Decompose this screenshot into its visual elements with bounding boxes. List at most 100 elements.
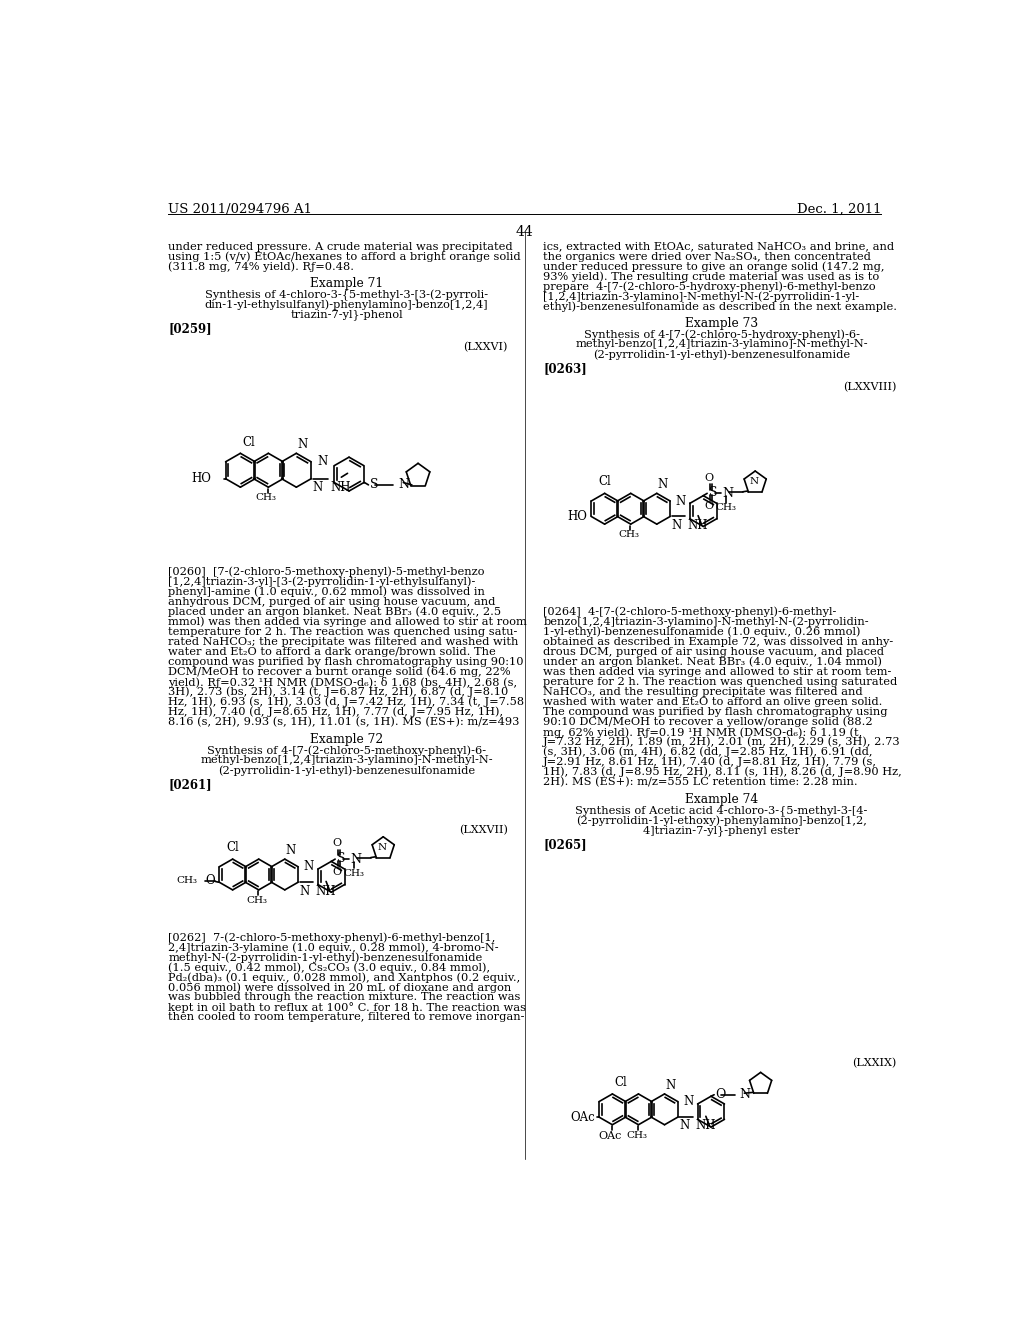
Text: 90:10 DCM/MeOH to recover a yellow/orange solid (88.2: 90:10 DCM/MeOH to recover a yellow/orang… bbox=[544, 717, 873, 727]
Text: under an argon blanket. Neat BBr₃ (4.0 equiv., 1.04 mmol): under an argon blanket. Neat BBr₃ (4.0 e… bbox=[544, 656, 883, 667]
Text: under reduced pressure. A crude material was precipitated: under reduced pressure. A crude material… bbox=[168, 242, 513, 252]
Text: [0260]  [7-(2-chloro-5-methoxy-phenyl)-5-methyl-benzo: [0260] [7-(2-chloro-5-methoxy-phenyl)-5-… bbox=[168, 566, 484, 577]
Text: US 2011/0294796 A1: US 2011/0294796 A1 bbox=[168, 203, 312, 216]
Text: was bubbled through the reaction mixture. The reaction was: was bubbled through the reaction mixture… bbox=[168, 993, 520, 1002]
Text: Cl: Cl bbox=[243, 436, 255, 449]
Text: Example 72: Example 72 bbox=[310, 733, 383, 746]
Text: methyl-benzo[1,2,4]triazin-3-ylamino]-N-methyl-N-: methyl-benzo[1,2,4]triazin-3-ylamino]-N-… bbox=[575, 339, 868, 350]
Text: NaHCO₃, and the resulting precipitate was filtered and: NaHCO₃, and the resulting precipitate wa… bbox=[544, 686, 863, 697]
Text: O: O bbox=[705, 502, 714, 511]
Text: 3H), 2.73 (bs, 2H), 3.14 (t, J=6.87 Hz, 2H), 6.87 (d, J=8.10: 3H), 2.73 (bs, 2H), 3.14 (t, J=6.87 Hz, … bbox=[168, 686, 509, 697]
Text: NH: NH bbox=[687, 519, 708, 532]
Text: 8.16 (s, 2H), 9.93 (s, 1H), 11.01 (s, 1H). MS (ES+): m/z=493: 8.16 (s, 2H), 9.93 (s, 1H), 11.01 (s, 1H… bbox=[168, 717, 519, 727]
Text: (LXXIX): (LXXIX) bbox=[852, 1057, 896, 1068]
Text: S: S bbox=[709, 486, 717, 499]
Text: Synthesis of 4-chloro-3-{5-methyl-3-[3-(2-pyrroli-: Synthesis of 4-chloro-3-{5-methyl-3-[3-(… bbox=[205, 289, 488, 301]
Text: ethyl)-benzenesulfonamide as described in the next example.: ethyl)-benzenesulfonamide as described i… bbox=[544, 302, 897, 313]
Text: methyl-benzo[1,2,4]triazin-3-ylamino]-N-methyl-N-: methyl-benzo[1,2,4]triazin-3-ylamino]-N-… bbox=[201, 755, 493, 766]
Text: CH₃: CH₃ bbox=[343, 869, 365, 878]
Text: N: N bbox=[739, 1088, 750, 1101]
Text: Cl: Cl bbox=[614, 1076, 627, 1089]
Text: O: O bbox=[332, 838, 341, 849]
Text: [1,2,4]triazin-3-ylamino]-N-methyl-N-(2-pyrrolidin-1-yl-: [1,2,4]triazin-3-ylamino]-N-methyl-N-(2-… bbox=[544, 292, 860, 302]
Text: benzo[1,2,4]triazin-3-ylamino]-N-methyl-N-(2-pyrrolidin-: benzo[1,2,4]triazin-3-ylamino]-N-methyl-… bbox=[544, 616, 869, 627]
Text: [0262]  7-(2-chloro-5-methoxy-phenyl)-6-methyl-benzo[1,: [0262] 7-(2-chloro-5-methoxy-phenyl)-6-m… bbox=[168, 932, 496, 942]
Text: (LXXVII): (LXXVII) bbox=[459, 825, 508, 834]
Text: washed with water and Et₂O to afford an olive green solid.: washed with water and Et₂O to afford an … bbox=[544, 697, 883, 706]
Text: O: O bbox=[332, 867, 341, 876]
Text: using 1:5 (v/v) EtOAc/hexanes to afford a bright orange solid: using 1:5 (v/v) EtOAc/hexanes to afford … bbox=[168, 252, 521, 263]
Text: CH₃: CH₃ bbox=[715, 503, 736, 512]
Text: Hz, 1H), 6.93 (s, 1H), 3.03 (d, J=7.42 Hz, 1H), 7.34 (t, J=7.58: Hz, 1H), 6.93 (s, 1H), 3.03 (d, J=7.42 H… bbox=[168, 697, 524, 708]
Text: the organics were dried over Na₂SO₄, then concentrated: the organics were dried over Na₂SO₄, the… bbox=[544, 252, 871, 261]
Text: 44: 44 bbox=[516, 224, 534, 239]
Text: mg, 62% yield). Rƒ=0.19 ¹H NMR (DMSO-d₆): δ 1.19 (t,: mg, 62% yield). Rƒ=0.19 ¹H NMR (DMSO-d₆)… bbox=[544, 726, 862, 738]
Text: Cl: Cl bbox=[598, 475, 611, 488]
Text: N: N bbox=[676, 495, 686, 508]
Text: methyl-N-(2-pyrrolidin-1-yl-ethyl)-benzenesulfonamide: methyl-N-(2-pyrrolidin-1-yl-ethyl)-benze… bbox=[168, 952, 482, 962]
Text: 4]triazin-7-yl}-phenyl ester: 4]triazin-7-yl}-phenyl ester bbox=[643, 825, 800, 836]
Text: J=7.32 Hz, 2H), 1.89 (m, 2H), 2.01 (m, 2H), 2.29 (s, 3H), 2.73: J=7.32 Hz, 2H), 1.89 (m, 2H), 2.01 (m, 2… bbox=[544, 737, 901, 747]
Text: O: O bbox=[716, 1088, 726, 1101]
Text: S: S bbox=[370, 478, 379, 491]
Text: (LXXVI): (LXXVI) bbox=[464, 342, 508, 352]
Text: [0261]: [0261] bbox=[168, 779, 212, 791]
Text: N: N bbox=[350, 853, 361, 866]
Text: perature for 2 h. The reaction was quenched using saturated: perature for 2 h. The reaction was quenc… bbox=[544, 677, 898, 686]
Text: [0259]: [0259] bbox=[168, 322, 212, 335]
Text: phenyl]-amine (1.0 equiv., 0.62 mmol) was dissolved in: phenyl]-amine (1.0 equiv., 0.62 mmol) wa… bbox=[168, 586, 485, 597]
Text: O: O bbox=[705, 473, 714, 483]
Text: [0263]: [0263] bbox=[544, 363, 587, 375]
Text: N: N bbox=[750, 478, 759, 486]
Text: was then added via syringe and allowed to stir at room tem-: was then added via syringe and allowed t… bbox=[544, 667, 892, 677]
Text: din-1-yl-ethylsulfanyl)-phenylamino]-benzo[1,2,4]: din-1-yl-ethylsulfanyl)-phenylamino]-ben… bbox=[205, 300, 488, 310]
Text: [0265]: [0265] bbox=[544, 838, 587, 851]
Text: CH₃: CH₃ bbox=[176, 876, 198, 886]
Text: HO: HO bbox=[191, 473, 212, 486]
Text: Pd₂(dba)₃ (0.1 equiv., 0.028 mmol), and Xantphos (0.2 equiv.,: Pd₂(dba)₃ (0.1 equiv., 0.028 mmol), and … bbox=[168, 973, 520, 983]
Text: obtained as described in Example 72, was dissolved in anhy-: obtained as described in Example 72, was… bbox=[544, 636, 894, 647]
Text: [1,2,4]triazin-3-yl]-[3-(2-pyrrolidin-1-yl-ethylsulfanyl)-: [1,2,4]triazin-3-yl]-[3-(2-pyrrolidin-1-… bbox=[168, 577, 476, 587]
Text: DCM/MeOH to recover a burnt orange solid (64.6 mg, 22%: DCM/MeOH to recover a burnt orange solid… bbox=[168, 667, 511, 677]
Text: N: N bbox=[378, 843, 387, 851]
Text: N: N bbox=[297, 438, 307, 451]
Text: compound was purified by flash chromatography using 90:10: compound was purified by flash chromatog… bbox=[168, 656, 524, 667]
Text: HO: HO bbox=[567, 510, 588, 523]
Text: Hz, 1H), 7.40 (d, J=8.65 Hz, 1H), 7.77 (d, J=7.95 Hz, 1H),: Hz, 1H), 7.40 (d, J=8.65 Hz, 1H), 7.77 (… bbox=[168, 706, 504, 717]
Text: temperature for 2 h. The reaction was quenched using satu-: temperature for 2 h. The reaction was qu… bbox=[168, 627, 518, 636]
Text: under reduced pressure to give an orange solid (147.2 mg,: under reduced pressure to give an orange… bbox=[544, 261, 885, 272]
Text: OAc: OAc bbox=[598, 1131, 622, 1140]
Text: 93% yield). The resulting crude material was used as is to: 93% yield). The resulting crude material… bbox=[544, 272, 880, 282]
Text: yield). Rƒ=0.32 ¹H NMR (DMSO-d₆): δ 1.68 (bs, 4H), 2.68 (s,: yield). Rƒ=0.32 ¹H NMR (DMSO-d₆): δ 1.68… bbox=[168, 677, 517, 688]
Text: N: N bbox=[286, 843, 296, 857]
Text: N: N bbox=[304, 861, 314, 874]
Text: CH₃: CH₃ bbox=[256, 494, 276, 503]
Text: drous DCM, purged of air using house vacuum, and placed: drous DCM, purged of air using house vac… bbox=[544, 647, 885, 656]
Text: N: N bbox=[666, 1078, 676, 1092]
Text: Example 73: Example 73 bbox=[685, 317, 758, 330]
Text: (s, 3H), 3.06 (m, 4H), 6.82 (dd, J=2.85 Hz, 1H), 6.91 (dd,: (s, 3H), 3.06 (m, 4H), 6.82 (dd, J=2.85 … bbox=[544, 747, 872, 758]
Text: N: N bbox=[312, 480, 323, 494]
Text: NH: NH bbox=[315, 884, 336, 898]
Text: N: N bbox=[672, 519, 682, 532]
Text: (1.5 equiv., 0.42 mmol), Cs₂CO₃ (3.0 equiv., 0.84 mmol),: (1.5 equiv., 0.42 mmol), Cs₂CO₃ (3.0 equ… bbox=[168, 962, 490, 973]
Text: O: O bbox=[206, 874, 215, 887]
Text: N: N bbox=[680, 1119, 690, 1133]
Text: 2H). MS (ES+): m/z=555 LC retention time: 2.28 min.: 2H). MS (ES+): m/z=555 LC retention time… bbox=[544, 776, 858, 787]
Text: [0264]  4-[7-(2-chloro-5-methoxy-phenyl)-6-methyl-: [0264] 4-[7-(2-chloro-5-methoxy-phenyl)-… bbox=[544, 607, 837, 618]
Text: Dec. 1, 2011: Dec. 1, 2011 bbox=[797, 203, 882, 216]
Text: 2,4]triazin-3-ylamine (1.0 equiv., 0.28 mmol), 4-bromo-N-: 2,4]triazin-3-ylamine (1.0 equiv., 0.28 … bbox=[168, 942, 499, 953]
Text: The compound was purified by flash chromatography using: The compound was purified by flash chrom… bbox=[544, 706, 888, 717]
Text: anhydrous DCM, purged of air using house vacuum, and: anhydrous DCM, purged of air using house… bbox=[168, 597, 496, 606]
Text: 1H), 7.83 (d, J=8.95 Hz, 2H), 8.11 (s, 1H), 8.26 (d, J=8.90 Hz,: 1H), 7.83 (d, J=8.95 Hz, 2H), 8.11 (s, 1… bbox=[544, 767, 902, 777]
Text: N: N bbox=[317, 455, 328, 469]
Text: CH₃: CH₃ bbox=[618, 531, 640, 540]
Text: N: N bbox=[300, 884, 310, 898]
Text: kept in oil bath to reflux at 100° C. for 18 h. The reaction was: kept in oil bath to reflux at 100° C. fo… bbox=[168, 1002, 526, 1014]
Text: (2-pyrrolidin-1-yl-ethyl)-benzenesulfonamide: (2-pyrrolidin-1-yl-ethyl)-benzenesulfona… bbox=[593, 350, 850, 360]
Text: mmol) was then added via syringe and allowed to stir at room: mmol) was then added via syringe and all… bbox=[168, 616, 527, 627]
Text: Synthesis of Acetic acid 4-chloro-3-{5-methyl-3-[4-: Synthesis of Acetic acid 4-chloro-3-{5-m… bbox=[575, 805, 867, 816]
Text: Example 74: Example 74 bbox=[685, 793, 759, 807]
Text: then cooled to room temperature, filtered to remove inorgan-: then cooled to room temperature, filtere… bbox=[168, 1012, 524, 1022]
Text: N: N bbox=[723, 487, 733, 500]
